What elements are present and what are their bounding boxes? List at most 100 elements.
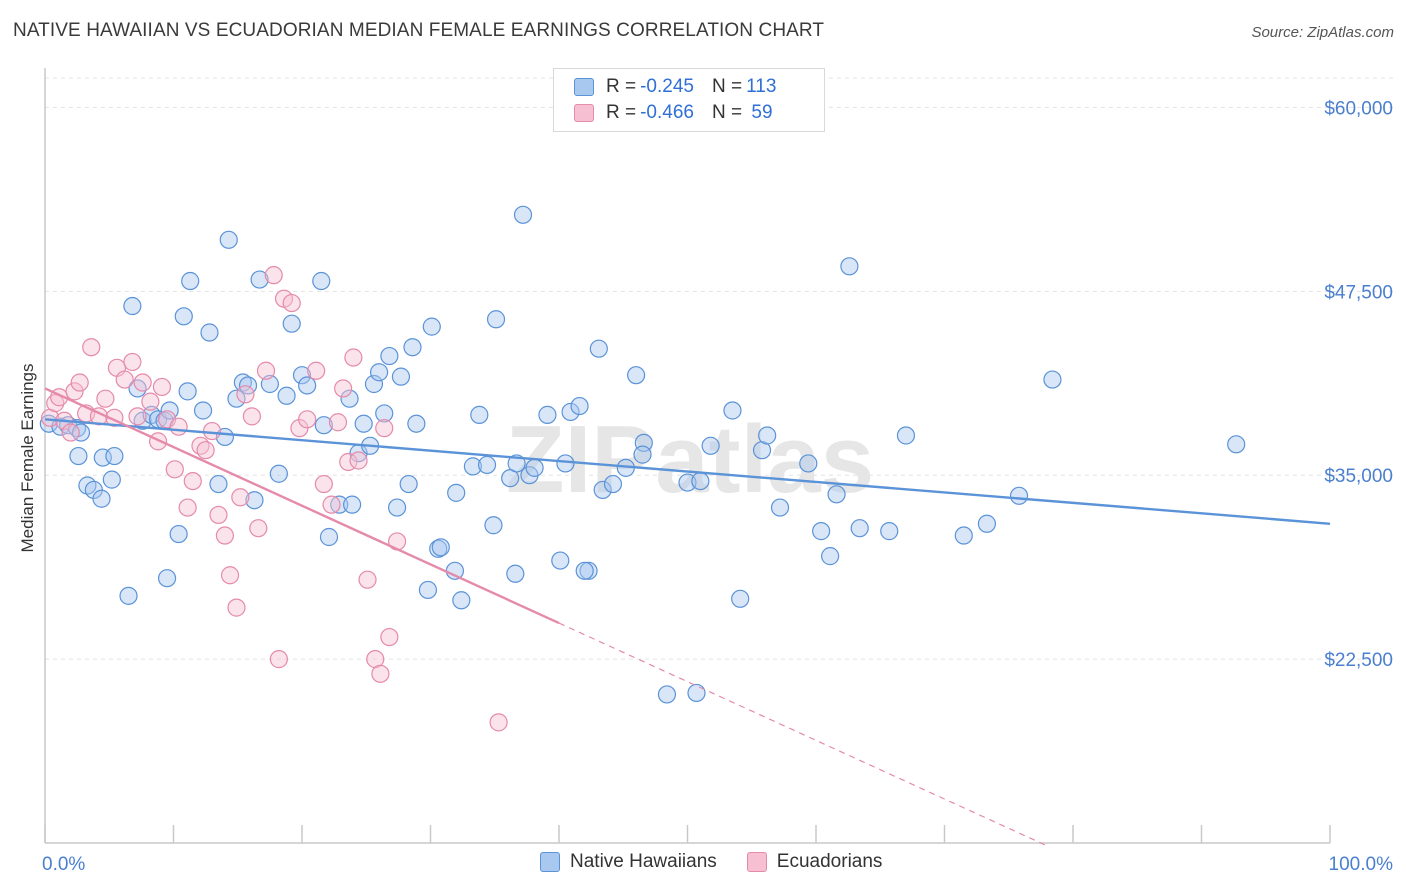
data-point xyxy=(219,230,238,249)
data-point xyxy=(343,495,362,514)
data-point xyxy=(701,436,720,455)
data-point xyxy=(850,519,869,538)
legend-r-value: -0.245 xyxy=(640,76,694,97)
data-point xyxy=(102,470,121,489)
legend-r-label: R = xyxy=(606,76,637,97)
data-point xyxy=(447,483,466,502)
data-point xyxy=(133,373,152,392)
data-point xyxy=(484,516,503,535)
legend-swatch-native-hawaiians xyxy=(540,852,560,872)
data-point xyxy=(123,352,142,372)
data-point xyxy=(256,361,276,380)
y-tick-label: $60,000 xyxy=(1324,98,1393,119)
data-point xyxy=(387,498,407,517)
series-native-hawaiians xyxy=(39,205,1246,704)
data-point xyxy=(403,338,422,357)
data-point xyxy=(731,589,750,608)
data-point xyxy=(380,627,399,647)
data-point xyxy=(375,404,394,423)
data-point xyxy=(1043,370,1062,389)
trend-line xyxy=(44,418,1331,525)
trend-lines xyxy=(44,387,1331,847)
data-point xyxy=(128,379,147,398)
data-point xyxy=(827,485,846,504)
data-point xyxy=(61,423,80,442)
y-tick-labels: $22,500 $35,000 $47,500 $60,000 xyxy=(1324,98,1393,671)
data-point xyxy=(626,366,646,385)
data-point xyxy=(181,271,200,291)
data-point xyxy=(269,464,288,483)
trend-line xyxy=(44,387,560,625)
data-point xyxy=(115,370,134,389)
legend-item-ecuadorians[interactable]: Ecuadorians xyxy=(746,851,883,873)
data-point xyxy=(556,454,575,473)
legend-r-label: R = xyxy=(606,102,637,123)
legend-n-value: 113 xyxy=(746,76,777,97)
data-point xyxy=(354,414,373,433)
data-point xyxy=(723,401,742,420)
data-point xyxy=(141,392,160,411)
data-point xyxy=(358,570,377,589)
legend-swatch-native-hawaiians xyxy=(574,78,594,96)
data-point xyxy=(538,405,557,424)
data-point xyxy=(71,423,91,442)
legend-item-native-hawaiians[interactable]: Native Hawaiians xyxy=(540,851,717,873)
x-tick-labels: 0.0% 100.0% xyxy=(42,854,1393,875)
data-point xyxy=(298,376,317,395)
y-tick-label: $47,500 xyxy=(1324,282,1393,303)
data-point xyxy=(1009,486,1029,505)
data-point xyxy=(119,586,138,605)
legend-row-native-hawaiians: R = -0.245 N = 113 xyxy=(574,74,776,100)
data-point xyxy=(364,374,384,394)
data-point xyxy=(812,522,831,541)
data-point xyxy=(269,650,288,669)
data-point xyxy=(633,445,652,464)
data-point xyxy=(349,451,368,470)
data-point xyxy=(220,566,240,585)
data-point xyxy=(463,457,483,476)
source-label: Source: ZipAtlas.com xyxy=(1251,24,1394,41)
chart-title: NATIVE HAWAIIAN VS ECUADORIAN MEDIAN FEM… xyxy=(13,20,825,41)
data-point xyxy=(227,598,246,617)
legend-n-label: N = xyxy=(711,102,743,123)
data-point xyxy=(148,432,168,451)
data-point xyxy=(375,419,394,438)
stats-legend: R = -0.245 N = 113 R = -0.466 N = 59 xyxy=(553,68,825,132)
data-point xyxy=(92,489,111,508)
data-point xyxy=(657,685,677,704)
data-point xyxy=(575,561,594,580)
data-point xyxy=(579,561,598,580)
legend-n-value: 59 xyxy=(746,102,773,123)
data-point xyxy=(319,527,339,547)
data-point xyxy=(477,455,497,475)
data-point xyxy=(691,471,710,491)
data-point xyxy=(507,454,526,473)
legend-swatch-ecuadorians xyxy=(746,852,767,872)
data-point xyxy=(589,339,608,358)
data-point xyxy=(250,270,269,289)
legend-n-label: N = xyxy=(711,76,743,97)
data-point xyxy=(249,519,268,538)
data-point xyxy=(470,405,489,424)
data-point xyxy=(486,310,506,329)
data-point xyxy=(298,410,317,429)
data-point xyxy=(236,385,255,404)
data-point xyxy=(452,591,471,610)
legend-label-ecuadorians: Ecuadorians xyxy=(776,851,883,872)
data-point xyxy=(123,296,142,316)
data-point xyxy=(328,413,348,432)
data-point xyxy=(282,293,301,313)
data-point xyxy=(169,417,188,436)
data-point xyxy=(603,474,623,494)
data-point xyxy=(196,441,215,460)
data-point xyxy=(391,367,411,386)
data-point xyxy=(178,498,197,517)
data-point xyxy=(314,474,333,494)
data-point xyxy=(322,495,341,514)
y-tick-label: $35,000 xyxy=(1324,466,1393,487)
data-point xyxy=(165,460,184,479)
data-point xyxy=(202,421,222,441)
data-point xyxy=(525,458,544,477)
data-point xyxy=(513,205,533,224)
data-point xyxy=(880,522,899,541)
